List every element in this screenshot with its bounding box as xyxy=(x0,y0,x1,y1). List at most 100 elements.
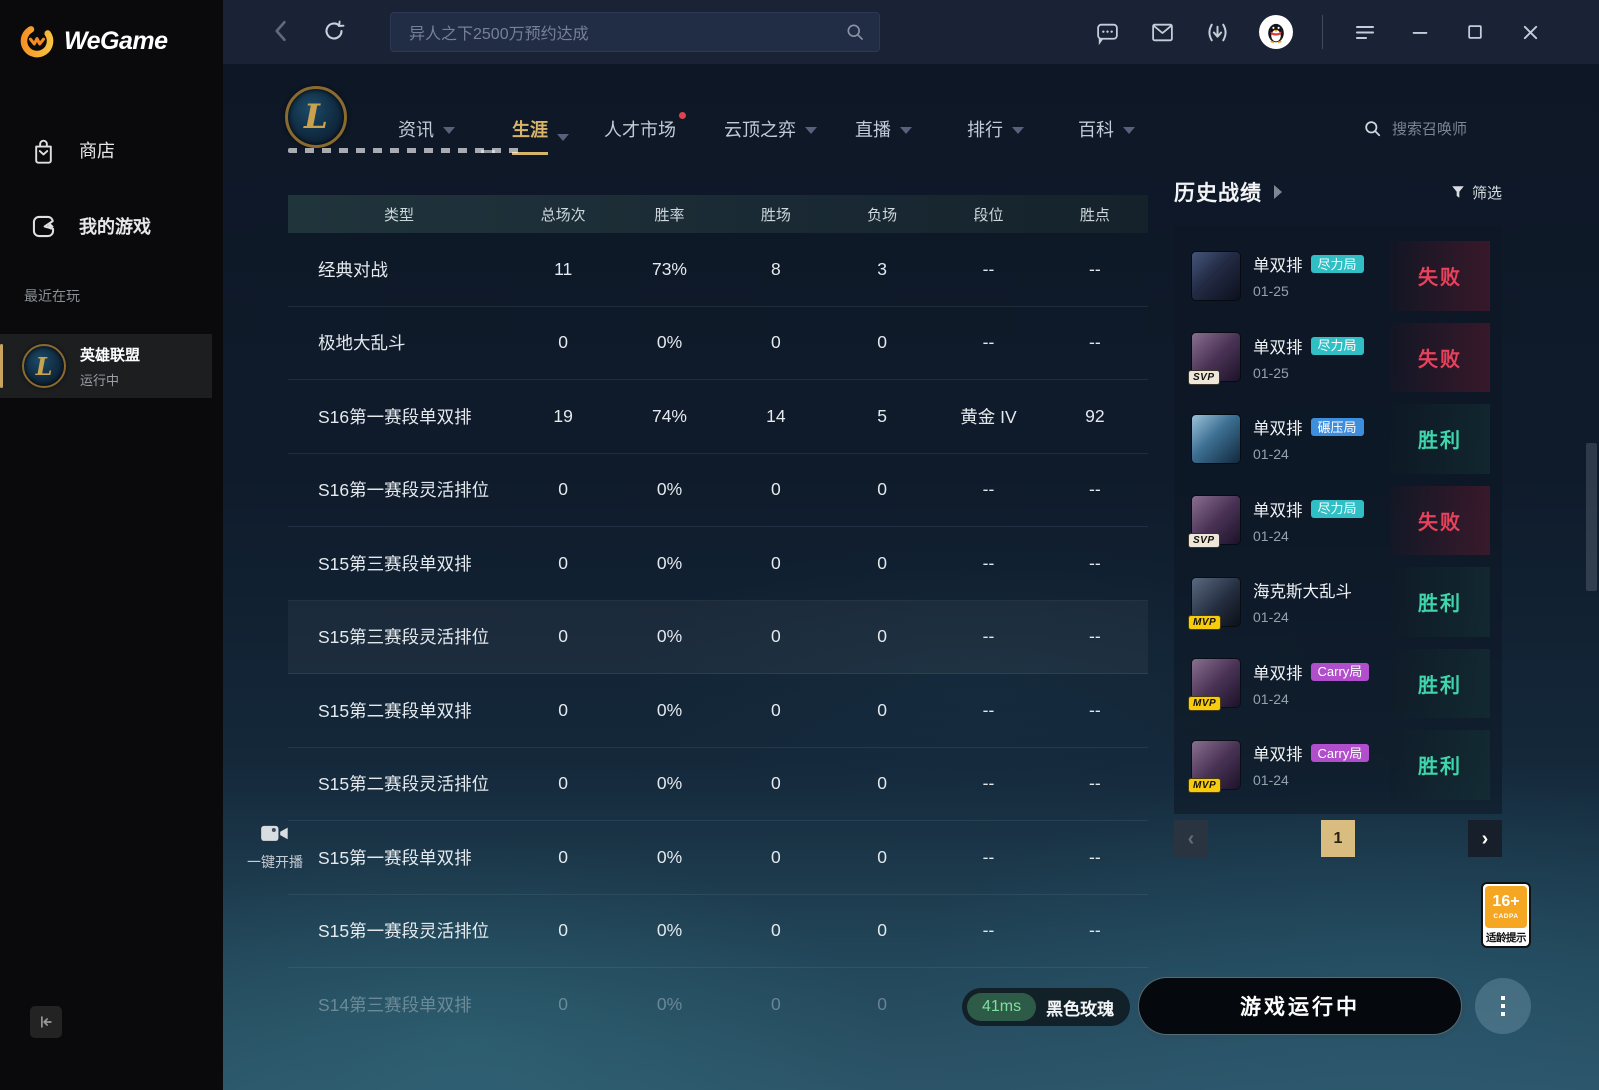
sidebar-item-my-games[interactable]: 我的游戏 xyxy=(0,200,223,252)
tab-wiki[interactable]: 百科 xyxy=(1078,116,1135,142)
gamepad-icon xyxy=(30,213,57,240)
col-header-total: 总场次 xyxy=(540,206,586,224)
match-mode: 单双排 xyxy=(1253,338,1303,357)
history-title: 历史战绩 xyxy=(1174,182,1262,205)
main-content: L 资讯 生涯 人才市场 云顶之弈 直播 排行 百科 搜索召唤师 类型 总场次 … xyxy=(223,64,1599,1090)
match-list-item[interactable]: MVP 单双排 Carry局 01-24 胜利 xyxy=(1174,643,1502,725)
match-list-item[interactable]: MVP 单双排 Carry局 01-24 胜利 xyxy=(1174,724,1502,806)
match-list-item[interactable]: 单双排 碾压局 01-24 胜利 xyxy=(1174,398,1502,480)
match-list-item[interactable]: MVP 海克斯大乱斗 01-24 胜利 xyxy=(1174,561,1502,643)
download-manager-button[interactable] xyxy=(1204,19,1230,45)
prev-page-button[interactable]: ‹ xyxy=(1174,820,1208,857)
chat-button[interactable] xyxy=(1094,19,1120,45)
sidebar-my-games-label: 我的游戏 xyxy=(79,217,151,237)
match-date: 01-24 xyxy=(1253,527,1289,544)
search-icon[interactable] xyxy=(845,22,865,42)
back-button[interactable] xyxy=(265,16,295,46)
champion-avatar: MVP xyxy=(1189,740,1240,792)
match-result: 胜利 xyxy=(1390,404,1490,474)
match-list-item[interactable]: 单双排 尽力局 01-25 失败 xyxy=(1174,235,1502,317)
sidebar-item-store[interactable]: 商店 xyxy=(0,124,223,176)
match-mode: 单双排 xyxy=(1253,257,1303,276)
match-result: 胜利 xyxy=(1390,567,1490,637)
user-avatar[interactable] xyxy=(1259,15,1293,49)
filter-button[interactable]: 筛选 xyxy=(1450,182,1502,203)
summoner-search-input[interactable]: 搜索召唤师 xyxy=(1363,118,1467,139)
champion-avatar: SVP xyxy=(1189,333,1240,385)
match-result: 失败 xyxy=(1390,485,1490,555)
maximize-icon xyxy=(1468,25,1482,39)
close-icon xyxy=(1523,25,1537,39)
funnel-icon xyxy=(1452,186,1464,198)
global-search-input[interactable]: 异人之下2500万预约达成 xyxy=(390,12,880,52)
table-row: S15第一赛段单双排 0 0% 0 0 -- -- xyxy=(288,821,1148,895)
sidebar-store-label: 商店 xyxy=(79,141,115,161)
medal-badge: MVP xyxy=(1189,778,1221,792)
history-expand-arrow-icon[interactable] xyxy=(1274,185,1282,199)
maximize-button[interactable] xyxy=(1462,19,1488,45)
collapse-sidebar-button[interactable] xyxy=(30,1006,62,1038)
col-header-wins: 胜场 xyxy=(760,206,791,224)
tab-career[interactable]: 生涯 xyxy=(512,116,569,155)
topbar-divider xyxy=(1322,15,1323,49)
collapse-left-icon xyxy=(41,1016,52,1028)
match-list-item[interactable]: SVP 单双排 尽力局 01-25 失败 xyxy=(1174,317,1502,399)
age-rating-label: 适龄提示 xyxy=(1486,932,1527,944)
tab-tft[interactable]: 云顶之弈 xyxy=(724,116,817,142)
champion-avatar: MVP xyxy=(1189,659,1240,711)
wegame-logo[interactable]: WeGame xyxy=(18,22,168,60)
clipped-scrolled-chevron xyxy=(481,150,495,153)
table-row: S15第二赛段灵活排位 0 0% 0 0 -- -- xyxy=(288,748,1148,821)
broadcast-label: 一键开播 xyxy=(247,854,303,870)
tab-ranking[interactable]: 排行 xyxy=(967,116,1024,142)
lol-logo-large[interactable]: L xyxy=(285,86,347,148)
match-tag-badge: 碾压局 xyxy=(1310,418,1364,437)
ping-value: 41ms xyxy=(967,993,1037,1021)
window-topbar: 异人之下2500万预约达成 xyxy=(223,0,1599,64)
more-options-button[interactable] xyxy=(1475,978,1531,1034)
tab-news[interactable]: 资讯 xyxy=(398,116,455,142)
main-menu-button[interactable] xyxy=(1352,19,1378,45)
close-button[interactable] xyxy=(1517,19,1543,45)
scrollbar-thumb[interactable] xyxy=(1586,443,1597,591)
table-row-faded: S14第三赛段单双排 0 0% 0 0 xyxy=(318,994,888,1016)
match-list-item[interactable]: SVP 单双排 尽力局 01-24 失败 xyxy=(1174,480,1502,562)
col-header-type: 类型 xyxy=(383,206,414,224)
one-key-broadcast-button[interactable]: 一键开播 xyxy=(240,822,310,872)
chevron-down-icon xyxy=(805,127,817,134)
qq-penguin-icon xyxy=(1268,23,1284,44)
chevron-down-icon xyxy=(557,133,569,141)
medal-badge: SVP xyxy=(1189,534,1219,548)
download-icon xyxy=(1207,23,1227,41)
tab-talent-market[interactable]: 人才市场 xyxy=(604,112,686,142)
match-mode: 单双排 xyxy=(1253,420,1303,439)
table-row: 极地大乱斗 0 0% 0 0 -- -- xyxy=(288,307,1148,380)
back-chevron-icon xyxy=(275,20,286,42)
minimize-button[interactable] xyxy=(1407,19,1433,45)
refresh-button[interactable] xyxy=(319,16,349,46)
tab-live[interactable]: 直播 xyxy=(855,116,912,142)
next-page-button[interactable]: › xyxy=(1468,820,1502,857)
ping-status: 41ms 黑色玫瑰 xyxy=(962,988,1131,1026)
match-date: 01-25 xyxy=(1253,283,1289,300)
match-mode: 单双排 xyxy=(1253,664,1303,683)
match-result: 失败 xyxy=(1390,322,1490,392)
notification-dot xyxy=(679,112,686,119)
col-header-rank: 段位 xyxy=(973,206,1004,224)
summoner-search-placeholder: 搜索召唤师 xyxy=(1392,121,1468,138)
recent-game-name: 英雄联盟 xyxy=(80,346,141,364)
sidebar-item-lol[interactable]: L 英雄联盟 运行中 xyxy=(0,334,212,398)
hamburger-menu-icon xyxy=(1355,25,1375,40)
game-running-button[interactable]: 游戏运行中 xyxy=(1138,977,1462,1035)
lol-logo-small: L xyxy=(22,344,66,388)
champion-avatar xyxy=(1192,251,1240,300)
table-row-highlighted: S15第三赛段灵活排位 0 0% 0 0 -- -- xyxy=(288,600,1148,674)
mail-button[interactable] xyxy=(1149,19,1175,45)
medal-badge: MVP xyxy=(1189,697,1221,711)
table-row: S15第三赛段单双排 0 0% 0 0 -- -- xyxy=(288,527,1148,601)
page-number-button[interactable]: 1 xyxy=(1321,820,1355,857)
chevron-down-icon xyxy=(1123,127,1135,134)
career-stats-table: 类型 总场次 胜率 胜场 负场 段位 胜点 经典对战 11 73% 8 3 -- -- 极地… xyxy=(288,195,1148,1042)
wegame-brand-text: WeGame xyxy=(64,26,168,55)
video-camera-icon xyxy=(261,825,288,841)
